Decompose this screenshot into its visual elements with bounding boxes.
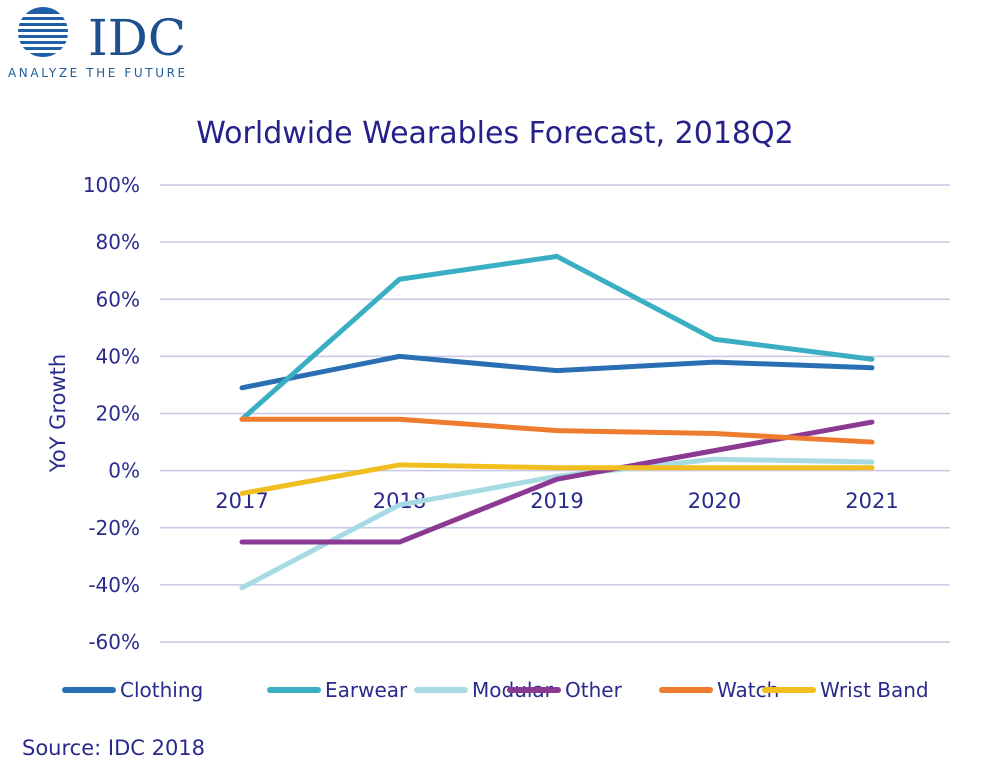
series-line-modular (239, 456, 875, 591)
legend-label: Wrist Band (820, 678, 929, 702)
y-axis-ticks: 100% 80% 60% 40% 20% 0% -20% -40% -60% (83, 173, 140, 654)
y-tick-label: -60% (88, 630, 140, 654)
idc-logo: IDC ANALYZE THE FUTURE (8, 7, 188, 80)
series-line-earwear (239, 253, 875, 422)
y-tick-label: 40% (96, 344, 140, 368)
y-tick-label: -40% (88, 573, 140, 597)
y-tick-label: 20% (96, 402, 140, 426)
x-tick-label: 2020 (688, 489, 741, 513)
y-axis-label: YoY Growth (46, 354, 70, 473)
legend-item: Clothing (62, 678, 203, 702)
legend: ClothingEarwearModularOtherWatchWrist Ba… (62, 678, 929, 702)
series-line-watch (239, 416, 875, 445)
y-tick-label: -20% (88, 516, 140, 540)
y-tick-label: 100% (83, 173, 140, 197)
globe-icon (14, 7, 72, 57)
legend-item: Watch (659, 678, 779, 702)
source-note: Source: IDC 2018 (22, 736, 206, 760)
series-lines (239, 253, 875, 591)
chart-title: Worldwide Wearables Forecast, 2018Q2 (196, 116, 793, 151)
legend-item: Wrist Band (762, 678, 929, 702)
x-axis-ticks: 2017 2018 2019 2020 2021 (215, 489, 898, 513)
gridlines (160, 184, 950, 643)
legend-item: Other (507, 678, 623, 702)
y-tick-label: 0% (108, 459, 140, 483)
x-tick-label: 2021 (845, 489, 898, 513)
series-line-clothing (239, 353, 875, 391)
legend-label: Earwear (325, 678, 408, 702)
y-tick-label: 60% (96, 287, 140, 311)
x-tick-label: 2019 (530, 489, 583, 513)
y-tick-label: 80% (96, 230, 140, 254)
legend-label: Other (565, 678, 623, 702)
series-line-other (239, 419, 875, 545)
logo-tagline: ANALYZE THE FUTURE (8, 66, 188, 80)
logo-wordmark: IDC (88, 9, 186, 67)
series-line-wrist-band (239, 462, 875, 496)
legend-label: Clothing (120, 678, 203, 702)
legend-item: Earwear (267, 678, 408, 702)
